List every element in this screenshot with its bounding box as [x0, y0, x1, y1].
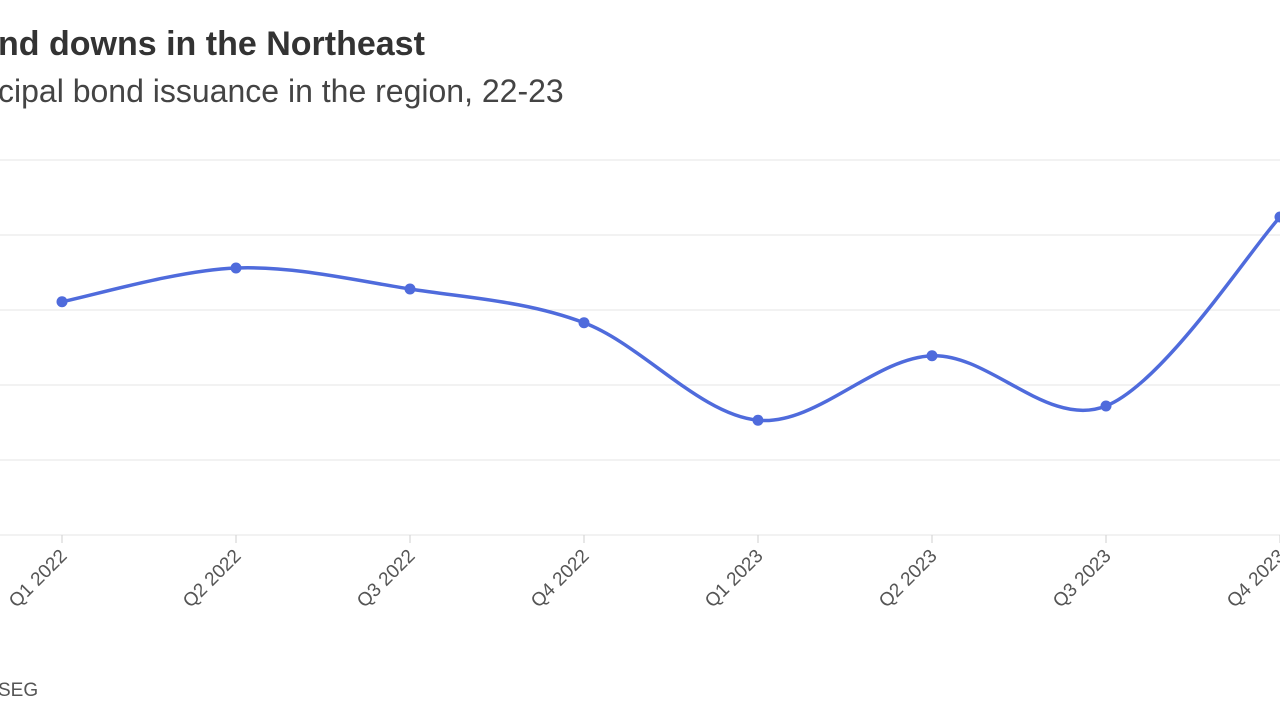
data-point — [56, 296, 68, 308]
x-tick-label: Q4 2022 — [527, 546, 593, 612]
x-tick-label: Q2 2022 — [179, 546, 245, 612]
x-tick-label: Q4 2023 — [1223, 546, 1280, 612]
data-point — [1100, 400, 1112, 412]
data-point — [752, 414, 764, 426]
chart-subtitle: cipal bond issuance in the region, 22-23 — [0, 73, 564, 109]
chart-source: SEG — [0, 680, 38, 701]
chart-title: nd downs in the Northeast — [0, 25, 425, 63]
x-tick-label: Q3 2023 — [1049, 546, 1115, 612]
data-point — [404, 283, 416, 295]
series-line — [61, 215, 1280, 423]
x-tick-label: Q2 2023 — [875, 546, 941, 612]
data-point — [230, 262, 242, 274]
x-tick-label: Q1 2022 — [5, 546, 71, 612]
data-point — [1274, 211, 1280, 223]
data-point — [926, 350, 938, 362]
x-tick-label: Q1 2023 — [701, 546, 767, 612]
data-point — [578, 317, 590, 329]
x-tick-label: Q3 2022 — [353, 546, 419, 612]
